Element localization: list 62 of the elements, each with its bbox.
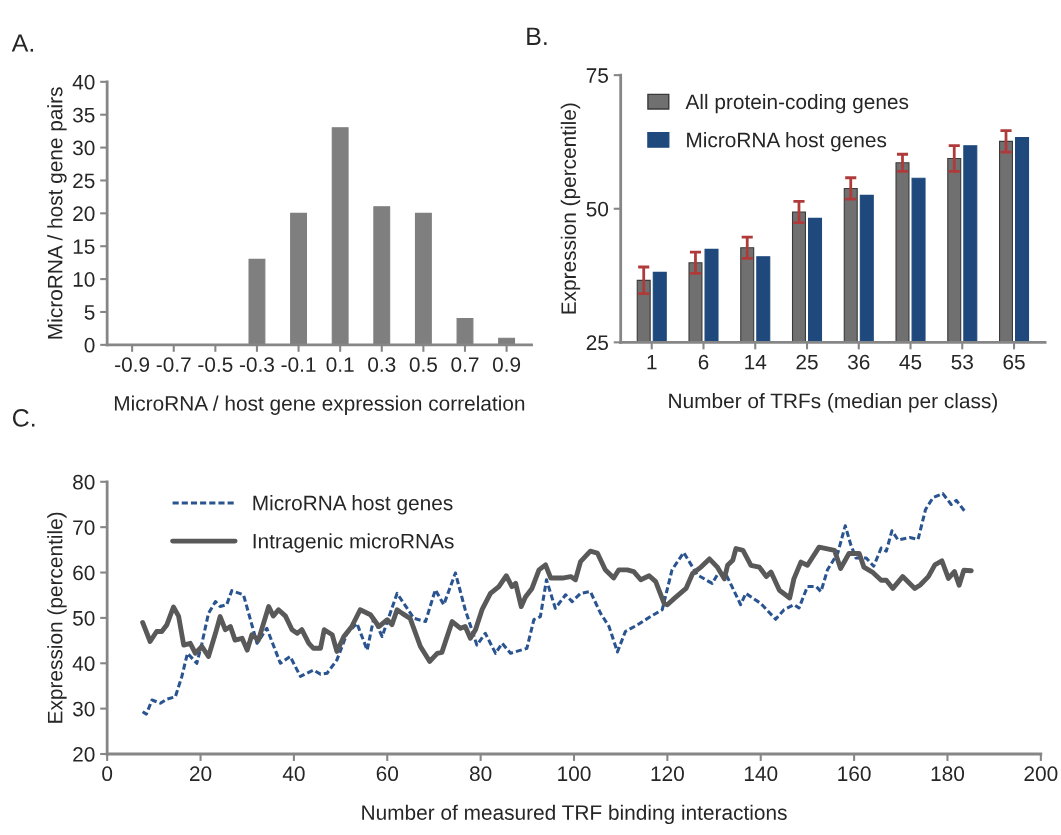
x-tick-label: 200 [1024,766,1058,782]
x-tick-label: 45 [899,354,922,370]
y-tick-label: 70 [73,520,95,535]
y-tick-label: 5 [84,305,95,320]
y-tick-label: 15 [73,239,95,254]
legend-label: Intragenic microRNAs [253,533,454,553]
x-tick-label: 0.9 [492,357,521,372]
x-tick-label: 20 [189,766,212,782]
y-tick-label: 10 [73,272,95,287]
x-tick-label: 1 [647,354,657,370]
y-tick-label: 50 [586,201,609,217]
y-tick-label: 40 [72,656,95,672]
y-axis-title: Expression (percentile) [560,103,581,314]
x-tick-label: 0.7 [451,357,479,372]
chart-title: B. [527,27,547,45]
y-tick-label: 30 [72,140,95,156]
chart-title: A. [11,34,34,52]
x-axis-title: MicroRNA / host gene expression correlation [114,395,525,415]
x-tick-label: -0.1 [281,357,316,372]
x-tick-label: 14 [745,354,767,370]
y-tick-label: 20 [73,206,95,222]
line-series [141,492,967,716]
x-tick-label: 100 [558,766,591,782]
x-tick-label: 6 [698,354,709,370]
x-tick-label: -0.9 [115,357,150,372]
y-tick-label: 80 [73,474,95,490]
x-tick-label: 25 [796,354,818,370]
x-tick-label: 40 [282,766,305,782]
y-axis-title: Expression (percentile) [47,512,67,723]
x-tick-label: 0.3 [368,357,396,372]
x-tick-label: 53 [951,354,973,370]
legend-label: All protein-coding genes [685,93,909,114]
x-tick-label: -0.3 [239,357,274,372]
y-tick-label: 60 [73,565,95,581]
x-tick-label: 0.5 [409,357,437,372]
x-tick-label: 65 [1003,354,1025,370]
legend-label: MicroRNA host genes [253,495,453,515]
x-tick-label: 180 [931,766,965,782]
x-tick-label: 80 [469,766,492,782]
x-tick-label: 60 [376,766,399,782]
y-tick-label: 30 [72,701,95,717]
x-tick-label: -0.7 [156,357,191,372]
y-axis-title: MicroRNA / host gene pairs [47,87,67,339]
x-tick-label: 36 [847,354,870,370]
y-tick-label: 40 [72,74,95,90]
y-tick-label: 0 [84,337,95,353]
x-tick-label: 0 [102,766,113,782]
y-tick-label: 50 [73,610,95,626]
x-tick-label: -0.5 [198,357,233,372]
y-tick-label: 25 [586,335,609,351]
x-tick-label: 0.1 [326,357,354,372]
x-axis-title: Number of TRFs (median per class) [669,393,997,413]
x-tick-label: 120 [651,766,684,782]
x-tick-label: 140 [744,766,778,782]
x-tick-label: 160 [838,766,871,782]
y-tick-label: 35 [72,107,95,123]
x-axis-title: Number of measured TRF binding interactions [362,804,787,825]
y-tick-label: 20 [73,747,95,762]
y-tick-label: 75 [586,68,609,83]
y-tick-label: 25 [73,173,95,189]
legend-label: MicroRNA host genes [687,132,887,152]
chart-title: C. [12,409,35,427]
